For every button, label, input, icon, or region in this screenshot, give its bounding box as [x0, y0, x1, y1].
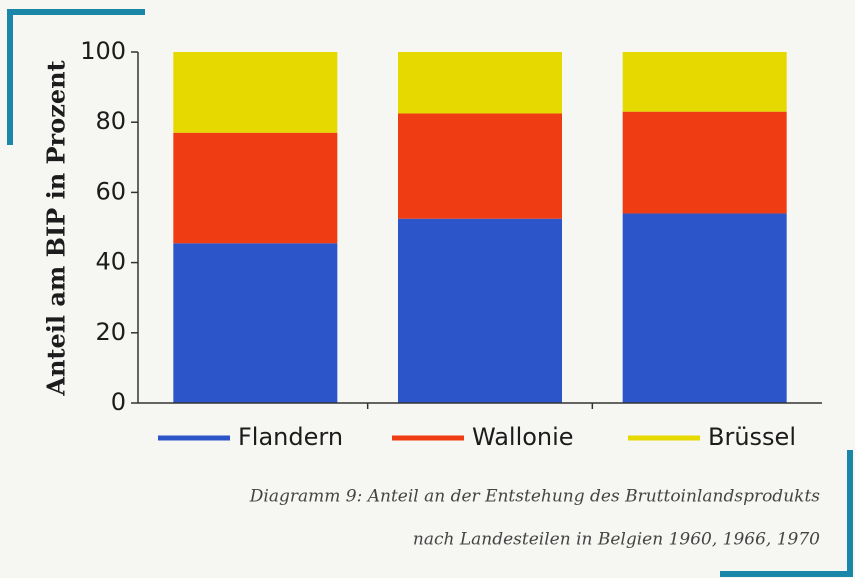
y-tick-label: 80 [95, 107, 126, 135]
bar-segment [622, 111, 787, 214]
caption: nach Landesteilen in Belgien 1960, 1966,… [413, 530, 820, 550]
bar-segment [398, 218, 562, 403]
bar-segment [398, 113, 562, 219]
y-tick-label: 100 [80, 37, 126, 65]
y-tick-label: 40 [95, 248, 126, 276]
bar-segment [173, 52, 338, 133]
legend-label: Brüssel [708, 423, 796, 451]
bar-segment [173, 132, 338, 244]
bar-segment [622, 213, 787, 403]
y-axis-label: Anteil am BIP in Prozent [42, 60, 71, 396]
bar-segment [173, 243, 338, 403]
bar-segment [398, 52, 562, 114]
y-tick-label: 20 [95, 318, 126, 346]
corner-accent [720, 450, 853, 577]
y-tick-label: 0 [111, 388, 126, 416]
legend-label: Wallonie [472, 423, 574, 451]
legend-label: Flandern [238, 423, 343, 451]
y-tick-label: 60 [95, 177, 126, 205]
caption: Diagramm 9: Anteil an der Entstehung des… [249, 487, 820, 507]
corner-accent [7, 9, 145, 145]
bar-segment [622, 52, 787, 112]
